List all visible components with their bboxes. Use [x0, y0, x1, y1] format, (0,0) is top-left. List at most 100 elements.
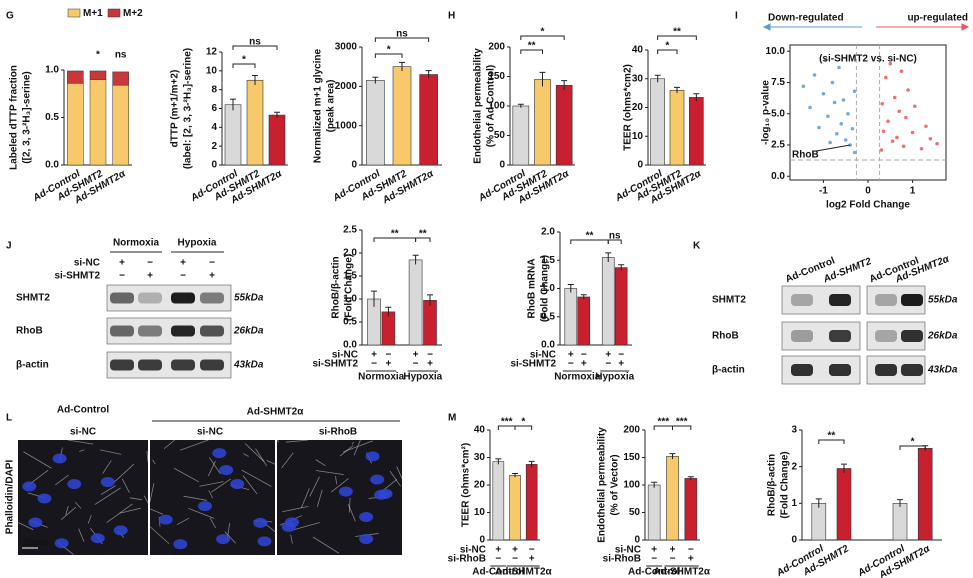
actin-fiber — [383, 479, 398, 491]
row-mark: + — [651, 545, 657, 556]
error-bar — [561, 80, 568, 91]
bar-segment — [89, 79, 107, 166]
row-label: si-NC — [530, 350, 556, 361]
point — [895, 135, 899, 140]
group-label: Ad-SHMT2α — [653, 567, 711, 578]
point — [826, 114, 830, 119]
row-mark: − — [529, 545, 535, 556]
treatment-mark: − — [209, 258, 215, 269]
significance: *** — [501, 417, 513, 428]
panel-label: M — [448, 413, 456, 424]
significance: * — [96, 50, 100, 61]
error-bar — [539, 71, 546, 87]
legend-label: up-regulated — [907, 13, 968, 24]
actin-fiber — [149, 483, 155, 502]
group-label: Hypoxia — [595, 372, 634, 383]
row-mark: + — [385, 359, 391, 370]
actin-fiber — [266, 459, 276, 465]
point — [892, 95, 897, 100]
actin-fiber — [149, 508, 163, 515]
group-label: Ad-Control — [628, 567, 680, 578]
blot-band — [110, 292, 134, 304]
error-bar — [651, 481, 658, 488]
bar — [564, 288, 578, 346]
legend-label: M+2 — [123, 8, 143, 19]
error-bar — [385, 306, 392, 317]
nucleus — [173, 539, 188, 550]
actin-fiber — [102, 460, 112, 474]
nucleus — [28, 517, 43, 528]
actin-fiber — [211, 478, 232, 493]
actin-fiber — [315, 459, 326, 467]
bracket — [899, 445, 926, 450]
y-tick-label: 6 — [211, 103, 217, 114]
blot-band — [901, 330, 923, 342]
nucleus — [52, 453, 67, 464]
error-bar — [495, 458, 502, 465]
size-label: 43kDa — [233, 360, 264, 371]
actin-fiber — [335, 476, 338, 485]
y-tick-label: 200 — [488, 42, 505, 53]
blot-band — [791, 330, 813, 342]
y-tick-label: 1.0 — [343, 294, 357, 305]
bar — [650, 78, 665, 166]
bar — [811, 503, 827, 541]
error-bar — [580, 294, 587, 300]
treatment-mark: − — [147, 258, 153, 269]
y-axis-label: RhoB/β-actin — [331, 256, 342, 318]
nucleus — [54, 538, 69, 549]
actin-fiber — [241, 469, 272, 487]
y-axis-label: TEER (ohms*cm2) — [623, 64, 634, 151]
bar — [381, 311, 396, 346]
point — [843, 138, 848, 142]
bar-segment — [112, 71, 129, 86]
point — [830, 80, 835, 85]
row-mark: + — [581, 359, 587, 370]
actin-fiber — [396, 466, 403, 479]
group-label: Ad-SHMT2α — [495, 567, 553, 578]
blot-band — [875, 294, 897, 306]
actin-fiber — [75, 501, 82, 509]
error-bar — [412, 254, 419, 265]
blot-band — [200, 325, 224, 337]
blot-band — [829, 330, 851, 342]
actin-fiber — [180, 439, 209, 451]
nucleus — [359, 511, 374, 522]
nucleus — [100, 477, 115, 488]
y-tick-label: 10 — [474, 507, 486, 518]
error-bar — [517, 103, 524, 108]
actin-fiber — [176, 517, 190, 526]
protein-label: SHMT2 — [712, 295, 746, 306]
nucleus — [158, 514, 173, 525]
point — [928, 136, 933, 141]
actin-fiber — [78, 528, 85, 542]
x-tick-label: -1 — [819, 186, 828, 197]
row-label: si-SHMT2 — [312, 359, 358, 370]
row-mark: − — [581, 350, 587, 361]
y-tick-label: 10.0 — [766, 46, 786, 57]
actin-fiber — [113, 463, 135, 483]
y-tick-label: 30 — [474, 452, 486, 463]
point — [852, 89, 857, 94]
y-tick-label: 100 — [488, 101, 505, 112]
actin-fiber — [188, 508, 215, 519]
actin-fiber — [65, 506, 69, 516]
actin-fiber — [309, 476, 320, 497]
row-mark: + — [670, 545, 676, 556]
treatment-mark: − — [119, 271, 125, 282]
y-tick-label: 3000 — [335, 42, 358, 53]
actin-fiber — [17, 522, 34, 531]
nucleus — [90, 533, 105, 544]
y-tick-label: 1.5 — [541, 255, 555, 266]
significance: * — [387, 45, 391, 56]
nucleus — [197, 501, 212, 512]
point — [906, 88, 910, 92]
point — [846, 111, 850, 116]
actin-fiber — [129, 497, 142, 501]
point — [897, 109, 901, 114]
y-tick-label: 40 — [632, 45, 644, 56]
group-label: Ad-SHMT2α — [247, 407, 305, 418]
bracket — [374, 53, 403, 58]
point — [935, 141, 939, 146]
